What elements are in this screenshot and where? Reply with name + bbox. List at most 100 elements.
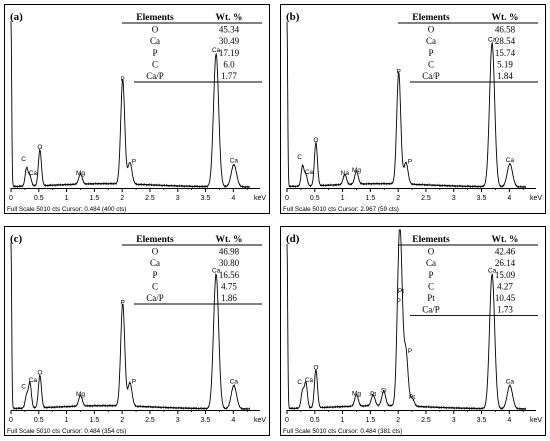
peak-label: O (37, 370, 42, 377)
peak-label: Ca (488, 267, 497, 274)
x-unit-label: keV (254, 417, 266, 424)
peak-label: P (132, 158, 136, 165)
peak-label: Ca (506, 379, 515, 386)
table-cell-value: 46.98 (219, 247, 240, 257)
table-cell-value: 4.75 (221, 281, 237, 291)
footer-status: Full Scale 5010 cts Cursor: 0.484 (354 c… (7, 428, 126, 435)
table-cell-value: 42.46 (495, 247, 516, 257)
peak-label: P (132, 379, 136, 386)
spectrum-panel-1: 0 0.5 1 1.5 2 2.5 3 3.5 4 keV Full Scale 5010 cts … (280, 4, 546, 214)
table-header-wt: Wt. % (492, 235, 519, 245)
table-cell-element: O (152, 25, 159, 35)
x-tick-label: 2.5 (421, 195, 431, 202)
x-tick-label: 2 (396, 195, 400, 202)
x-tick-label: 0 (9, 195, 13, 202)
table-cell-value: 28.54 (495, 36, 516, 46)
x-tick-label: 3.5 (201, 195, 211, 202)
peak-label: P (397, 69, 401, 76)
x-tick-label: 3.5 (201, 417, 211, 424)
x-tick-label: 0.5 (34, 417, 44, 424)
table-cell-value: 6.0 (223, 59, 235, 69)
table-header-wt: Wt. % (216, 13, 243, 23)
x-tick-label: 1 (341, 195, 345, 202)
x-unit-label: keV (254, 195, 266, 202)
table-cell-element: O (152, 247, 159, 257)
x-tick-label: 0.5 (34, 195, 44, 202)
spectrum-panel-0: 0 0.5 1 1.5 2 2.5 3 3.5 4 keV Full Scale 5010 cts … (4, 4, 270, 214)
peak-label: Ca (230, 158, 239, 165)
x-tick-label: 0 (285, 195, 289, 202)
table-cell-value: 1.86 (221, 293, 237, 303)
peak-label: Mg (76, 170, 85, 177)
x-tick-label: 2.5 (145, 417, 155, 424)
table-cell-element: C (428, 59, 434, 69)
peak-label: Ca (212, 47, 221, 54)
table-cell-value: 10.45 (495, 293, 516, 303)
spectrum-line (286, 229, 527, 411)
peak-label: Ca (212, 267, 221, 274)
x-tick-label: 3.5 (477, 195, 487, 202)
table-cell-element: O (428, 247, 435, 257)
peak-label: O (37, 144, 42, 151)
panel-label: (b) (286, 11, 300, 23)
x-tick-label: 3.5 (477, 417, 487, 424)
table-header-wt: Wt. % (216, 235, 243, 245)
x-tick-label: 1.5 (90, 417, 100, 424)
table-cell-value: 16.56 (219, 270, 240, 280)
panel-frame (280, 4, 546, 214)
footer-status: Full Scale 5010 cts Cursor: 0.484 (381 c… (283, 428, 402, 435)
peak-label: Na (341, 170, 350, 177)
table-cell-element: C (428, 281, 434, 291)
peak-label: C (297, 379, 302, 386)
peak-label: Ca (29, 170, 38, 177)
x-tick-label: 1.5 (90, 195, 100, 202)
table-cell-element: C (152, 281, 158, 291)
x-tick-label: 0 (285, 417, 289, 424)
table-header-elements: Elements (412, 13, 450, 23)
peak-label: C (21, 156, 26, 163)
x-tick-label: 4 (231, 195, 235, 202)
peak-label: Ca (230, 379, 239, 386)
table-header-wt: Wt. % (492, 13, 519, 23)
spectrum-panel-3: 0 0.5 1 1.5 2 2.5 3 3.5 4 keV Full Scale 5010 cts … (280, 226, 546, 436)
peak-label: Ca (305, 377, 314, 384)
peak-label: Si (381, 388, 387, 395)
table-cell-element: O (428, 25, 435, 35)
panel-label: (d) (286, 233, 300, 245)
table-cell-value: 46.58 (495, 25, 516, 35)
x-tick-label: 3 (452, 417, 456, 424)
peak-label: Ca (506, 157, 515, 164)
x-tick-label: 3 (176, 195, 180, 202)
peak-label: P (408, 348, 412, 355)
table-cell-value: 5.19 (497, 59, 513, 69)
peak-label: P (121, 76, 125, 83)
x-tick-label: 2 (396, 417, 400, 424)
table-cell-element: Ca (150, 36, 160, 46)
table-cell-value: 30.49 (219, 36, 240, 46)
x-tick-label: 2.5 (421, 417, 431, 424)
table-cell-element: Pt (427, 293, 435, 303)
table-cell-element: Ca (150, 258, 160, 268)
spectrum-line (10, 21, 251, 189)
panel-frame (4, 4, 270, 214)
table-cell-value: 1.73 (497, 305, 513, 315)
panel-label: (c) (10, 233, 23, 245)
x-tick-label: 1.5 (366, 417, 376, 424)
x-tick-label: 0 (9, 417, 13, 424)
table-cell-element: Ca/P (422, 305, 440, 315)
table-cell-element: P (152, 48, 157, 58)
table-cell-element: Ca (426, 36, 436, 46)
table-cell-element: C (152, 59, 158, 69)
x-tick-label: 1 (65, 195, 69, 202)
x-tick-label: 1.5 (366, 195, 376, 202)
table-cell-element: P (152, 270, 157, 280)
footer-status: Full Scale 5010 cts Cursor: 0.484 (400 c… (7, 206, 126, 213)
x-tick-label: 2 (120, 195, 124, 202)
spectrum-panel-2: 0 0.5 1 1.5 2 2.5 3 3.5 4 keV Full Scale 5010 cts … (4, 226, 270, 436)
table-header-elements: Elements (136, 235, 174, 245)
peak-label: O (313, 364, 318, 371)
